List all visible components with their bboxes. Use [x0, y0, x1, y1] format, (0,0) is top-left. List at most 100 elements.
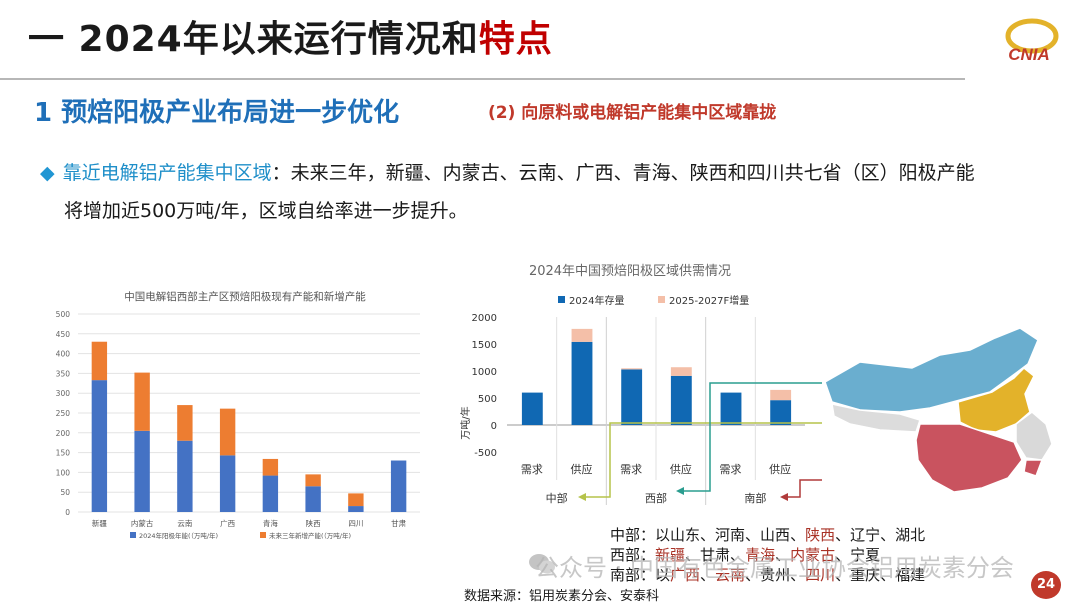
province-name: 、山西	[745, 526, 791, 544]
legend-swatch	[260, 532, 266, 538]
page-title-main: 一 2024年以来运行情况和	[28, 19, 479, 60]
y-tick-label: 200	[56, 429, 71, 438]
province-name: 、重庆	[835, 566, 881, 584]
y-tick-label: 150	[56, 449, 71, 458]
y-tick-label: 50	[60, 488, 70, 497]
cnia-logo: CNIA	[1005, 18, 1059, 64]
group-label: 中部	[546, 491, 568, 505]
y-tick-label: 500	[478, 394, 497, 405]
bar-segment	[571, 328, 593, 342]
x-tick-label: 青海	[263, 518, 278, 528]
bar-segment	[348, 493, 364, 507]
data-source: 数据来源：铝用炭素分会、安泰科	[464, 589, 660, 604]
map-south-region	[915, 423, 1023, 493]
west-label: 西部：	[610, 546, 656, 564]
title-divider	[0, 78, 965, 80]
province-name: 、	[790, 566, 806, 584]
x-tick-label: 广西	[220, 518, 235, 528]
central-label: 中部：	[610, 526, 656, 544]
province-name: 、	[790, 526, 806, 544]
bullet-point: ◆ 靠近电解铝产能集中区域：未来三年，新疆、内蒙古、云南、广西、青海、陕西和四川共…	[40, 158, 975, 185]
region-connector-arrows	[578, 382, 822, 501]
wechat-icon	[529, 554, 555, 574]
x-tick-label: 云南	[177, 518, 192, 528]
province-name: 青海	[745, 546, 776, 564]
central-provinces: 以山东、河南、山西、陕西、辽宁、湖北	[655, 526, 925, 544]
south-arrowhead-icon	[780, 493, 788, 501]
province-name: 广西	[670, 566, 701, 584]
map-west-region	[831, 403, 921, 433]
bar-segment	[219, 455, 236, 512]
y-tick-label: 1500	[472, 340, 497, 351]
bar-segment	[670, 367, 692, 376]
west-region-line: 西部：新疆、甘肃、青海、内蒙古、宁夏	[610, 544, 880, 565]
legend-label: 2025-2027F增量	[669, 294, 749, 307]
x-tick-label: 供应	[769, 462, 791, 476]
province-name: 以	[655, 566, 671, 584]
south-label: 南部：	[610, 566, 656, 584]
west-connector-arrow	[680, 382, 822, 492]
west-provinces: 新疆、甘肃、青海、内蒙古、宁夏	[655, 546, 880, 564]
y-tick-label: 300	[56, 389, 71, 398]
page-number-badge: 24	[1031, 571, 1061, 599]
page-title: 一 2024年以来运行情况和特点	[28, 10, 553, 62]
map-north-region	[824, 327, 1039, 413]
bullet-highlight: 靠近电解铝产能集中区域	[62, 162, 272, 184]
bar-segment	[91, 341, 108, 381]
x-tick-label: 需求	[720, 463, 742, 476]
bar-segment	[219, 408, 236, 456]
bar-segment	[390, 460, 407, 512]
central-region-line: 中部：以山东、河南、山西、陕西、辽宁、湖北	[610, 524, 925, 545]
province-name: 、河南	[700, 526, 746, 544]
west-arrowhead-icon	[676, 487, 684, 495]
map-east-region	[1015, 411, 1053, 461]
bar-segment	[670, 375, 692, 425]
y-tick-label: 2000	[472, 313, 497, 324]
watermark: 公众号 · 中国有色金属工业协会铝用炭素分会	[535, 554, 1014, 582]
province-name: 四川	[805, 566, 836, 584]
bar-segment	[262, 458, 279, 476]
china-region-map	[824, 327, 1053, 493]
province-name: 、宁夏	[835, 546, 881, 564]
x-tick-label: 新疆	[92, 518, 107, 528]
western-capacity-chart: 中国电解铝西部主产区预焙阳极现有产能和新增产能 0 50 100 150 200 250 30…	[56, 290, 420, 540]
x-tick-label: 供应	[670, 462, 692, 476]
x-tick-label: 四川	[348, 519, 363, 528]
province-name: 、	[730, 546, 746, 564]
x-tick-label: 供应	[571, 462, 593, 476]
province-name: 云南	[715, 566, 746, 584]
x-tick-label: 需求	[521, 463, 543, 476]
bar-segment	[134, 430, 150, 512]
province-name: 陕西	[805, 526, 836, 544]
bar-segment	[348, 506, 364, 512]
province-name: 、福建	[880, 566, 926, 584]
province-name: 、甘肃	[685, 546, 731, 564]
bar-segment	[621, 369, 643, 425]
y-tick-label: 450	[56, 330, 71, 339]
y-axis-label: 万吨/年	[459, 406, 472, 439]
x-tick-label: 需求	[620, 463, 642, 476]
bar-segment	[770, 400, 792, 425]
group-label: 南部	[744, 491, 766, 505]
legend-label: 未来三年新增产能(（万吨/年)	[269, 531, 351, 540]
bar-segment	[177, 440, 193, 512]
page-title-accent: 特点	[478, 19, 553, 60]
province-name: 新疆	[655, 546, 686, 564]
legend-label: 2024年阳极年能(（万吨/年)	[139, 531, 218, 540]
bar-segment	[134, 372, 150, 431]
diamond-bullet-icon: ◆	[40, 162, 55, 184]
legend-swatch	[130, 532, 136, 538]
y-tick-label: -500	[474, 448, 497, 459]
section-subtitle: 1 预焙阳极产业布局进一步优化	[34, 98, 400, 128]
bullet-text-line1: ：未来三年，新疆、内蒙古、云南、广西、青海、陕西和四川共七省（区）阳极产能	[271, 162, 975, 184]
section-subtitle-side: (2) 向原料或电解铝产能集中区域靠拢	[488, 103, 777, 123]
bar-segment	[621, 368, 643, 370]
logo-text: CNIA	[1008, 45, 1050, 64]
x-tick-label: 内蒙古	[131, 518, 154, 528]
bar-segment	[305, 474, 321, 487]
bar-segment	[305, 486, 321, 512]
chart-title: 中国电解铝西部主产区预焙阳极现有产能和新增产能	[124, 290, 366, 303]
y-tick-label: 500	[56, 310, 71, 319]
south-provinces: 以广西、云南、贵州、四川、重庆、福建	[655, 566, 925, 584]
central-arrowhead-icon	[578, 493, 586, 501]
